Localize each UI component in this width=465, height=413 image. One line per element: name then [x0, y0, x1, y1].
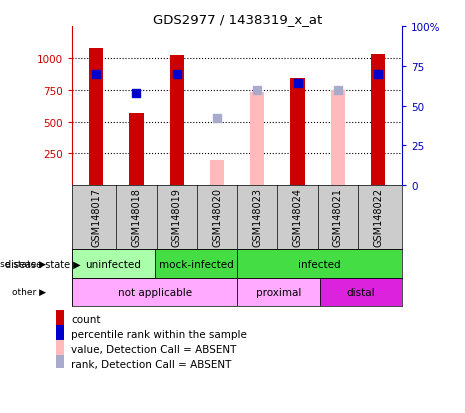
- Text: GSM148022: GSM148022: [373, 188, 383, 247]
- Bar: [250, 93, 264, 186]
- Text: GSM148017: GSM148017: [91, 188, 101, 247]
- Bar: [331, 90, 345, 186]
- Text: value, Detection Call = ABSENT: value, Detection Call = ABSENT: [71, 344, 237, 354]
- Text: infected: infected: [299, 259, 341, 269]
- Title: GDS2977 / 1438319_x_at: GDS2977 / 1438319_x_at: [153, 13, 322, 26]
- Text: distal: distal: [346, 287, 375, 297]
- Text: GSM148018: GSM148018: [132, 188, 141, 247]
- Bar: [56, 325, 64, 343]
- Text: GSM148020: GSM148020: [212, 188, 222, 247]
- Text: GSM148021: GSM148021: [333, 188, 343, 247]
- Text: not applicable: not applicable: [118, 287, 192, 297]
- Bar: [154, 250, 237, 278]
- Bar: [371, 55, 385, 186]
- Text: GSM148024: GSM148024: [292, 188, 303, 247]
- Bar: [291, 79, 305, 186]
- Bar: [210, 160, 224, 186]
- Bar: [56, 340, 64, 358]
- Bar: [237, 278, 320, 306]
- Text: percentile rank within the sample: percentile rank within the sample: [71, 329, 247, 339]
- Text: uninfected: uninfected: [86, 259, 141, 269]
- Bar: [129, 114, 144, 186]
- Text: disease state: disease state: [5, 259, 70, 269]
- Text: mock-infected: mock-infected: [159, 259, 233, 269]
- Text: disease state ▶: disease state ▶: [0, 259, 46, 268]
- Text: proximal: proximal: [256, 287, 301, 297]
- Text: other ▶: other ▶: [12, 287, 46, 297]
- Text: count: count: [71, 314, 100, 324]
- Bar: [89, 49, 103, 186]
- Text: rank, Detection Call = ABSENT: rank, Detection Call = ABSENT: [71, 359, 232, 369]
- Bar: [56, 355, 64, 373]
- Bar: [56, 310, 64, 328]
- Bar: [237, 250, 402, 278]
- Bar: [170, 56, 184, 186]
- Bar: [319, 278, 402, 306]
- Bar: [72, 278, 237, 306]
- Text: GSM148019: GSM148019: [172, 188, 182, 247]
- Text: ▶: ▶: [70, 259, 80, 269]
- Bar: [72, 250, 154, 278]
- Text: GSM148023: GSM148023: [252, 188, 262, 247]
